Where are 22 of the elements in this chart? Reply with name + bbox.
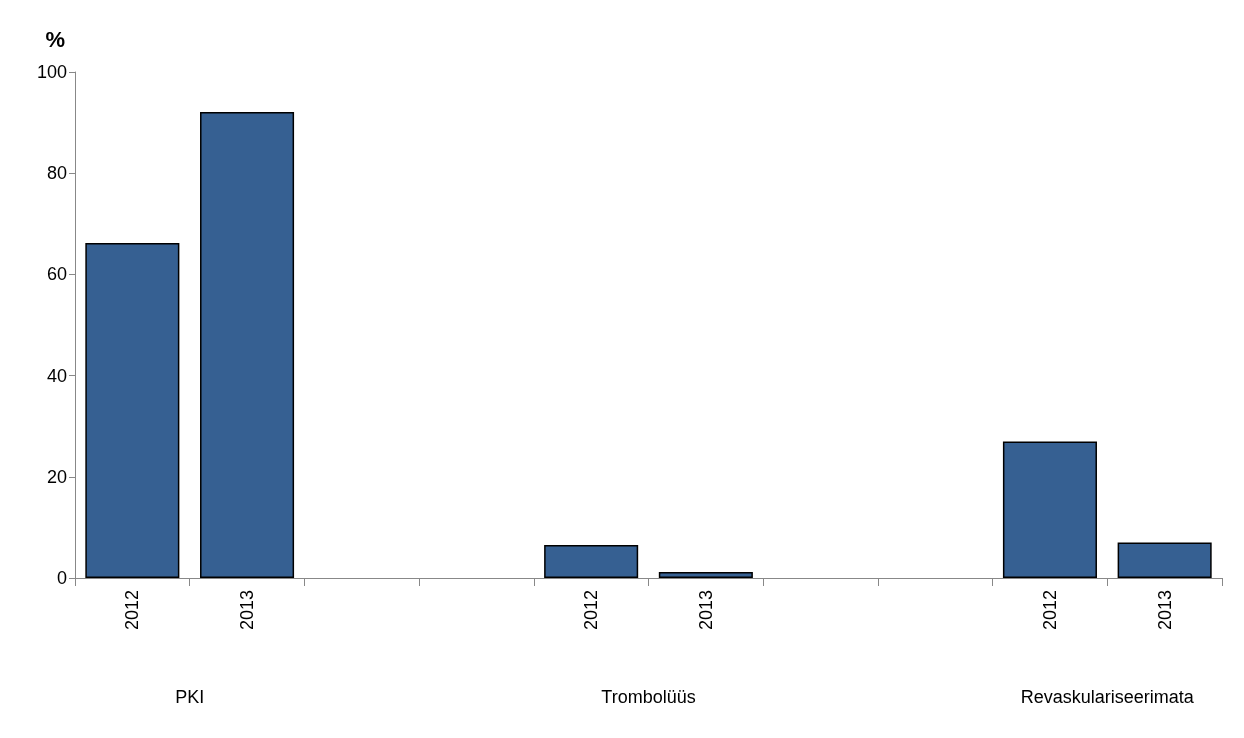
- y-tick-label: 20: [46, 466, 67, 487]
- bar: [544, 545, 639, 578]
- bar: [200, 111, 295, 578]
- text: Trombolüüs: [601, 687, 696, 707]
- bar: [1002, 441, 1097, 578]
- y-axis-title: %: [45, 26, 65, 52]
- y-tick-label: 100: [36, 62, 67, 82]
- x-tick-label: 2012: [581, 590, 602, 631]
- x-tick-label: 2013: [1154, 590, 1175, 631]
- x-tick-label: 2012: [122, 590, 143, 631]
- x-tick-label: 2012: [1039, 590, 1060, 631]
- x-tick-label: 2013: [695, 590, 716, 631]
- bar: [1117, 542, 1212, 578]
- y-tick-label: 80: [46, 163, 67, 184]
- y-tick-label: 60: [46, 264, 67, 285]
- text: PKI: [175, 687, 205, 707]
- x-tick-label: 2013: [237, 590, 258, 631]
- y-tick-label: 40: [46, 365, 67, 386]
- bar: [658, 571, 753, 578]
- text: Revaskulariseerimata: [1020, 687, 1195, 707]
- bar: [85, 243, 180, 578]
- y-tick-label: 0: [56, 568, 67, 588]
